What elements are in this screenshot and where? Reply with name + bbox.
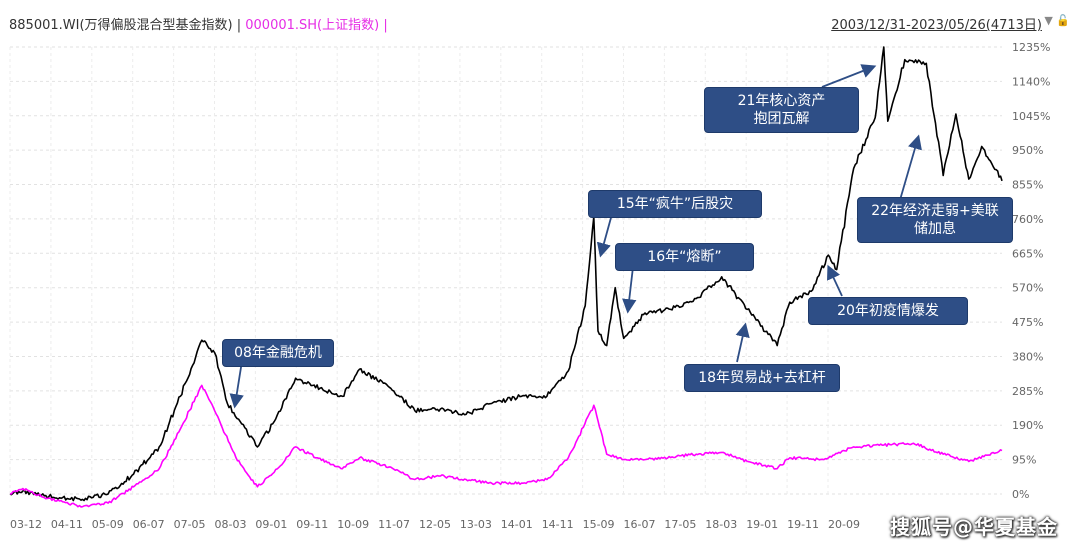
x-tick-label: 18-03 bbox=[705, 518, 737, 531]
x-tick-label: 04-11 bbox=[51, 518, 83, 531]
x-axis: 03-12 04-11 05-09 06-07 07-05 08-03 09-01 09-11… bbox=[10, 518, 860, 531]
annotation-arrow bbox=[596, 213, 613, 258]
x-tick-label: 16-07 bbox=[624, 518, 656, 531]
annotation-arrow bbox=[827, 264, 843, 297]
y-tick-label: 855% bbox=[1012, 179, 1043, 192]
x-tick-label: 19-11 bbox=[787, 518, 819, 531]
annotation-2022-economy-weak: 22年经济走弱+美联 储加息 bbox=[857, 197, 1013, 243]
x-tick-label: 09-01 bbox=[255, 518, 287, 531]
x-tick-label: 07-05 bbox=[174, 518, 206, 531]
legend-separator-end: | bbox=[379, 18, 388, 33]
x-tick-label: 20-09 bbox=[828, 518, 860, 531]
legend-separator: | bbox=[232, 18, 246, 33]
annotation-2021-core-assets: 21年核心资产 抱团瓦解 bbox=[704, 87, 859, 133]
header-icons: ▼ 🔓 bbox=[1044, 14, 1070, 27]
y-tick-label: 760% bbox=[1012, 213, 1043, 226]
x-tick-label: 10-09 bbox=[337, 518, 369, 531]
gridlines bbox=[9, 46, 1002, 495]
y-tick-label: 380% bbox=[1012, 350, 1043, 363]
annotation-arrow bbox=[821, 64, 877, 88]
x-tick-label: 17-05 bbox=[664, 518, 696, 531]
watermark-text: 搜狐号@华夏基金 bbox=[890, 515, 1058, 539]
lock-icon[interactable]: 🔓 bbox=[1056, 14, 1070, 27]
x-tick-label: 14-01 bbox=[501, 518, 533, 531]
annotation-arrow bbox=[229, 360, 244, 409]
annotation-2020-pandemic: 20年初疫情爆发 bbox=[808, 297, 968, 325]
y-tick-label: 285% bbox=[1012, 385, 1043, 398]
series-line-2 bbox=[9, 384, 1003, 508]
x-tick-label: 12-05 bbox=[419, 518, 451, 531]
annotation-arrow bbox=[899, 134, 922, 201]
x-tick-label: 13-03 bbox=[460, 518, 492, 531]
x-tick-label: 19-01 bbox=[746, 518, 778, 531]
y-tick-label: 95% bbox=[1012, 454, 1036, 467]
y-axis: 1235% 1140% 1045% 950% 855% 760% 665% 570% 475% 3… bbox=[1012, 41, 1050, 501]
x-tick-label: 14-11 bbox=[542, 518, 574, 531]
x-tick-label: 05-09 bbox=[92, 518, 124, 531]
y-tick-label: 190% bbox=[1012, 419, 1043, 432]
y-tick-label: 0% bbox=[1012, 488, 1029, 501]
date-range-selector[interactable]: 2003/12/31-2023/05/26(4713日) bbox=[831, 18, 1042, 33]
x-tick-label: 11-07 bbox=[378, 518, 410, 531]
annotation-2008-crisis: 08年金融危机 bbox=[222, 339, 334, 367]
x-tick-label: 08-03 bbox=[215, 518, 247, 531]
dropdown-triangle-icon[interactable]: ▼ bbox=[1044, 14, 1053, 27]
annotation-arrow bbox=[735, 322, 750, 363]
y-tick-label: 665% bbox=[1012, 247, 1043, 260]
x-tick-label: 15-09 bbox=[583, 518, 615, 531]
y-tick-label: 1140% bbox=[1012, 75, 1050, 88]
series2-legend[interactable]: 000001.SH(上证指数) bbox=[245, 18, 380, 33]
annotation-2016-circuit-breaker: 16年“熔断” bbox=[615, 243, 754, 271]
x-tick-label: 06-07 bbox=[133, 518, 165, 531]
y-tick-label: 950% bbox=[1012, 144, 1043, 157]
x-tick-label: 09-11 bbox=[296, 518, 328, 531]
chart-header-series-labels: 885001.WI(万得偏股混合型基金指数) | 000001.SH(上证指数)… bbox=[9, 14, 388, 33]
y-tick-label: 475% bbox=[1012, 316, 1043, 329]
annotation-arrow bbox=[622, 266, 637, 314]
y-tick-label: 570% bbox=[1012, 282, 1043, 295]
annotation-2018-trade-war: 18年贸易战+去杠杆 bbox=[684, 364, 840, 392]
y-tick-label: 1045% bbox=[1012, 110, 1050, 123]
annotation-2015-crash: 15年“疯牛”后股灾 bbox=[588, 190, 762, 218]
y-tick-label: 1235% bbox=[1012, 41, 1050, 54]
series1-legend[interactable]: 885001.WI(万得偏股混合型基金指数) bbox=[9, 18, 233, 33]
annotation-arrows bbox=[229, 64, 922, 409]
x-tick-label: 03-12 bbox=[10, 518, 42, 531]
